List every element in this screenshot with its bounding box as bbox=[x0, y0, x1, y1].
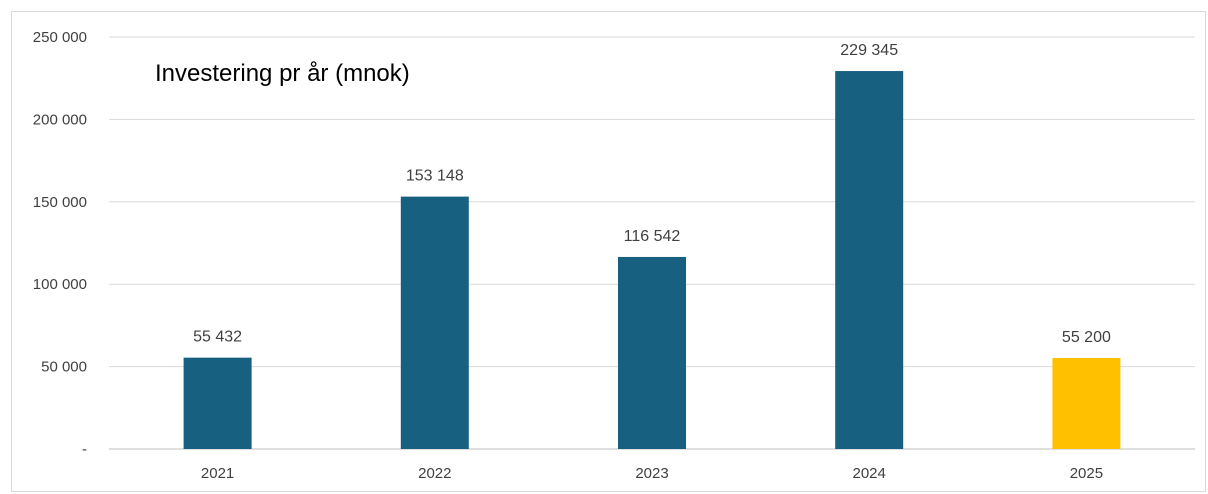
data-label-2024: 229 345 bbox=[840, 42, 898, 59]
x-tick-label: 2022 bbox=[418, 465, 451, 482]
y-tick-label: 150 000 bbox=[33, 194, 87, 211]
bar-2022 bbox=[400, 196, 469, 449]
data-label-2025: 55 200 bbox=[1062, 329, 1111, 346]
bar-2023 bbox=[618, 256, 686, 449]
y-tick-label: 50 000 bbox=[41, 359, 87, 376]
data-label-2022: 153 148 bbox=[406, 168, 464, 185]
x-axis-ticks: 2021 2022 2023 2024 2025 bbox=[201, 465, 1103, 482]
data-label-2023: 116 542 bbox=[624, 228, 681, 245]
bar-2021 bbox=[183, 357, 252, 449]
bars bbox=[183, 71, 1121, 450]
x-tick-label: 2023 bbox=[635, 465, 668, 482]
data-label-2021: 55 432 bbox=[193, 329, 242, 346]
x-tick-label: 2024 bbox=[853, 465, 886, 482]
data-labels: 55 432 153 148 116 542 229 345 55 200 bbox=[193, 42, 1111, 346]
chart-title: Investering pr år (mnok) bbox=[155, 60, 410, 87]
x-tick-label: 2021 bbox=[201, 465, 234, 482]
bar-2025 bbox=[1052, 358, 1121, 449]
y-tick-label: 200 000 bbox=[33, 111, 87, 128]
y-tick-label: 250 000 bbox=[33, 29, 87, 46]
bar-2024 bbox=[835, 71, 904, 450]
y-axis-ticks: - 50 000 100 000 150 000 200 000 250 000 bbox=[33, 29, 87, 458]
gridlines bbox=[109, 36, 1195, 450]
x-tick-label: 2025 bbox=[1070, 465, 1103, 482]
y-tick-label: - bbox=[82, 441, 87, 458]
y-tick-label: 100 000 bbox=[33, 276, 87, 293]
